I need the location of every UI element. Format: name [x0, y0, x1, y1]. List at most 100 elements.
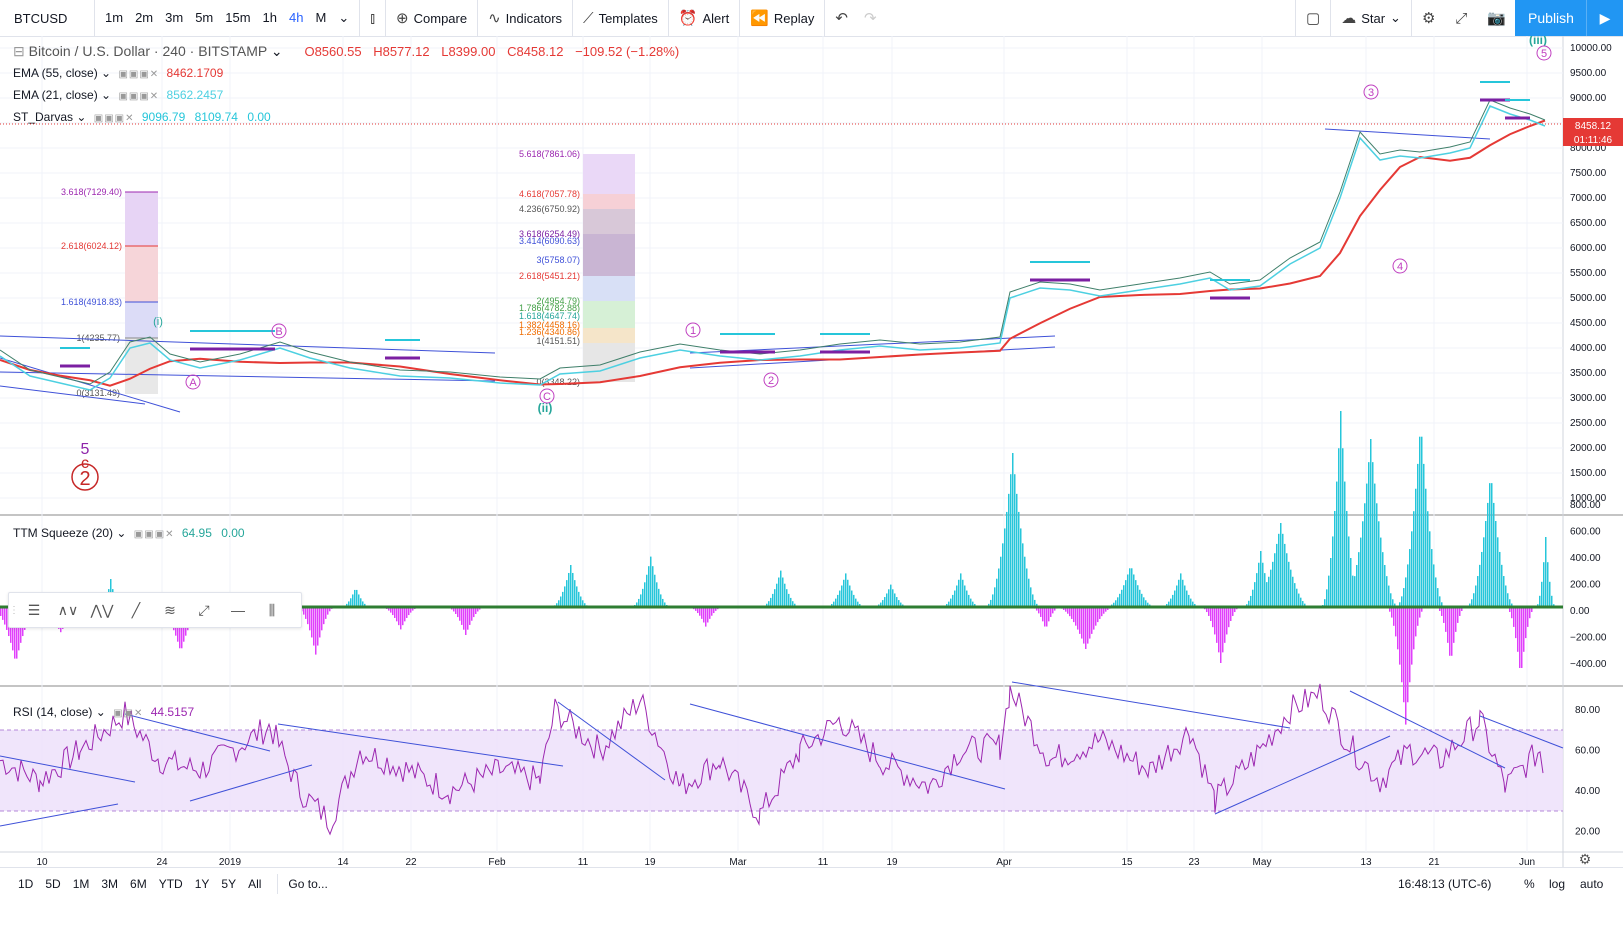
- gear-icon[interactable]: ⚙: [1579, 851, 1592, 867]
- play-button[interactable]: ▶: [1586, 0, 1623, 36]
- fib-label: 0(3348.22): [536, 377, 580, 387]
- chart-svg[interactable]: 3.618(7129.40) 2.618(6024.12) 1.618(4918.8…: [0, 33, 1623, 868]
- ray-icon[interactable]: ⤢: [198, 601, 210, 618]
- squeeze-bar: [1176, 585, 1178, 607]
- templates-button[interactable]: ⟋ Templates: [573, 0, 668, 36]
- range-1y[interactable]: 1Y: [194, 877, 210, 891]
- range-1m[interactable]: 1M: [72, 877, 90, 891]
- squeeze-bar: [1141, 593, 1143, 607]
- legend-controls[interactable]: ▣▣▣✕: [118, 69, 160, 80]
- squeeze-bar: [1346, 510, 1348, 607]
- clock[interactable]: 16:48:13 (UTC-6): [1398, 877, 1492, 891]
- squeeze-bar: [1190, 598, 1192, 607]
- compare-button[interactable]: ⊕ Compare: [386, 0, 477, 36]
- indicators-button[interactable]: ∿ Indicators: [478, 0, 572, 36]
- replay-button[interactable]: ⏪ Replay: [740, 0, 824, 36]
- squeeze-legend[interactable]: TTM Squeeze (20) ⌄ ▣▣▣✕ 64.95 0.00: [13, 526, 245, 540]
- tf-1m[interactable]: 1m: [105, 10, 124, 25]
- ema55-line: [0, 119, 1546, 387]
- text-lines-icon[interactable]: ☰: [27, 601, 41, 618]
- layout-button[interactable]: ▢: [1296, 0, 1330, 36]
- squeeze-bar: [1372, 462, 1374, 607]
- legend-controls[interactable]: ▣▣▣✕: [118, 91, 160, 102]
- squeeze-bar: [646, 574, 648, 607]
- wave-elliott-icon[interactable]: ⋀⋁: [90, 601, 114, 618]
- rsi-label: RSI (14, close): [13, 705, 93, 719]
- undo-button[interactable]: ↶: [825, 0, 858, 36]
- time-tick-label: 19: [644, 857, 656, 867]
- tf-2m[interactable]: 2m: [135, 10, 154, 25]
- tf-5m[interactable]: 5m: [195, 10, 214, 25]
- ema55-legend[interactable]: EMA (55, close) ⌄ ▣▣▣✕ 8462.1709: [13, 66, 223, 80]
- star-button[interactable]: ☁ Star ⌄: [1331, 0, 1411, 36]
- squeeze-bar: [1036, 603, 1038, 607]
- range-5d[interactable]: 5D: [45, 877, 61, 891]
- chart-area[interactable]: 3.618(7129.40) 2.618(6024.12) 1.618(4918.8…: [0, 33, 1623, 872]
- fib-mid-labels: 5.618(7861.06) 4.618(7057.78) 4.236(6750.9…: [519, 149, 580, 387]
- collapse-icon[interactable]: ⊟: [13, 43, 25, 59]
- squeeze-bar: [1523, 607, 1525, 652]
- timeframe-dropdown-icon[interactable]: ⌄: [338, 10, 350, 25]
- range-1d[interactable]: 1D: [18, 877, 34, 891]
- top-toolbar: BTCUSD 1m 2m 3m 5m 15m 1h 4h M ⌄ ⫾ ⊕ Comp…: [0, 0, 1623, 37]
- fib-label: 2.618(6024.12): [61, 241, 122, 251]
- squeeze-bar: [1256, 603, 1258, 607]
- squeeze-bar: [1350, 593, 1352, 607]
- squeeze-bar: [570, 565, 572, 607]
- legend-controls[interactable]: ▣▣✕: [113, 708, 144, 719]
- horizontal-line-icon[interactable]: —: [231, 602, 245, 618]
- symbol-search[interactable]: BTCUSD: [14, 10, 68, 26]
- grip-icon[interactable]: ⋮: [9, 604, 19, 616]
- fib-icon[interactable]: ≋: [164, 601, 176, 618]
- timeframe-group: 1m 2m 3m 5m 15m 1h 4h M ⌄: [95, 10, 359, 26]
- goto-button[interactable]: Go to...: [288, 877, 328, 891]
- rsi-legend[interactable]: RSI (14, close) ⌄ ▣▣✕ 44.5157: [13, 705, 194, 719]
- chart-type-button[interactable]: ⫾: [360, 0, 385, 36]
- range-5y[interactable]: 5Y: [221, 877, 237, 891]
- squeeze-bar: [1366, 483, 1368, 607]
- squeeze-bar: [1543, 562, 1545, 607]
- squeeze-bar: [1513, 607, 1515, 627]
- redo-button[interactable]: ↷: [858, 0, 883, 36]
- legend-controls[interactable]: ▣▣▣✕: [93, 113, 135, 124]
- squeeze-bar: [1348, 599, 1350, 607]
- squeeze-bar: [1392, 599, 1394, 607]
- publish-button[interactable]: Publish: [1515, 0, 1587, 36]
- tools-more-icon[interactable]: ⫼: [268, 601, 276, 618]
- range-6m[interactable]: 6M: [130, 877, 147, 891]
- legend-controls[interactable]: ▣▣▣✕: [133, 529, 175, 540]
- range-3m[interactable]: 3M: [101, 877, 119, 891]
- squeeze-bar: [1334, 510, 1336, 607]
- range-ytd[interactable]: YTD: [158, 877, 183, 891]
- percent-toggle[interactable]: %: [1524, 877, 1535, 891]
- tf-M[interactable]: M: [315, 10, 327, 25]
- tf-15m[interactable]: 15m: [225, 10, 251, 25]
- squeeze-bar: [1370, 439, 1372, 607]
- wave-abc-icon[interactable]: ∧∨: [57, 601, 79, 618]
- log-toggle[interactable]: log: [1549, 877, 1566, 891]
- squeeze-bar: [18, 607, 20, 651]
- squeeze-bar: [1549, 581, 1551, 607]
- range-all[interactable]: All: [248, 877, 262, 891]
- settings-button[interactable]: ⚙: [1412, 0, 1445, 36]
- squeeze-bar: [946, 603, 948, 607]
- darvas-legend[interactable]: ST_Darvas ⌄ ▣▣▣✕ 9096.79 8109.74 0.00: [13, 110, 271, 124]
- squeeze-bar: [1168, 601, 1170, 607]
- tf-3m[interactable]: 3m: [165, 10, 184, 25]
- chevron-down-icon[interactable]: ⌄: [270, 43, 283, 59]
- squeeze-bar: [1276, 543, 1278, 607]
- squeeze-bar: [1449, 607, 1451, 656]
- squeeze-bar: [835, 598, 837, 607]
- wave-label: B: [275, 326, 282, 338]
- alert-button[interactable]: ⏰ Alert: [669, 0, 739, 36]
- fullscreen-button[interactable]: ⤢: [1445, 0, 1477, 36]
- auto-toggle[interactable]: auto: [1580, 877, 1604, 891]
- trend-line-icon[interactable]: ╱: [131, 601, 141, 618]
- ema21-legend[interactable]: EMA (21, close) ⌄ ▣▣▣✕ 8562.2457: [13, 88, 223, 102]
- squeeze-bar: [1135, 580, 1137, 607]
- price-tick-label: 8000.00: [1570, 143, 1607, 154]
- squeeze-bar: [1115, 600, 1117, 607]
- snapshot-button[interactable]: 📷: [1477, 0, 1516, 36]
- tf-1h[interactable]: 1h: [262, 10, 278, 25]
- tf-4h[interactable]: 4h: [289, 10, 304, 25]
